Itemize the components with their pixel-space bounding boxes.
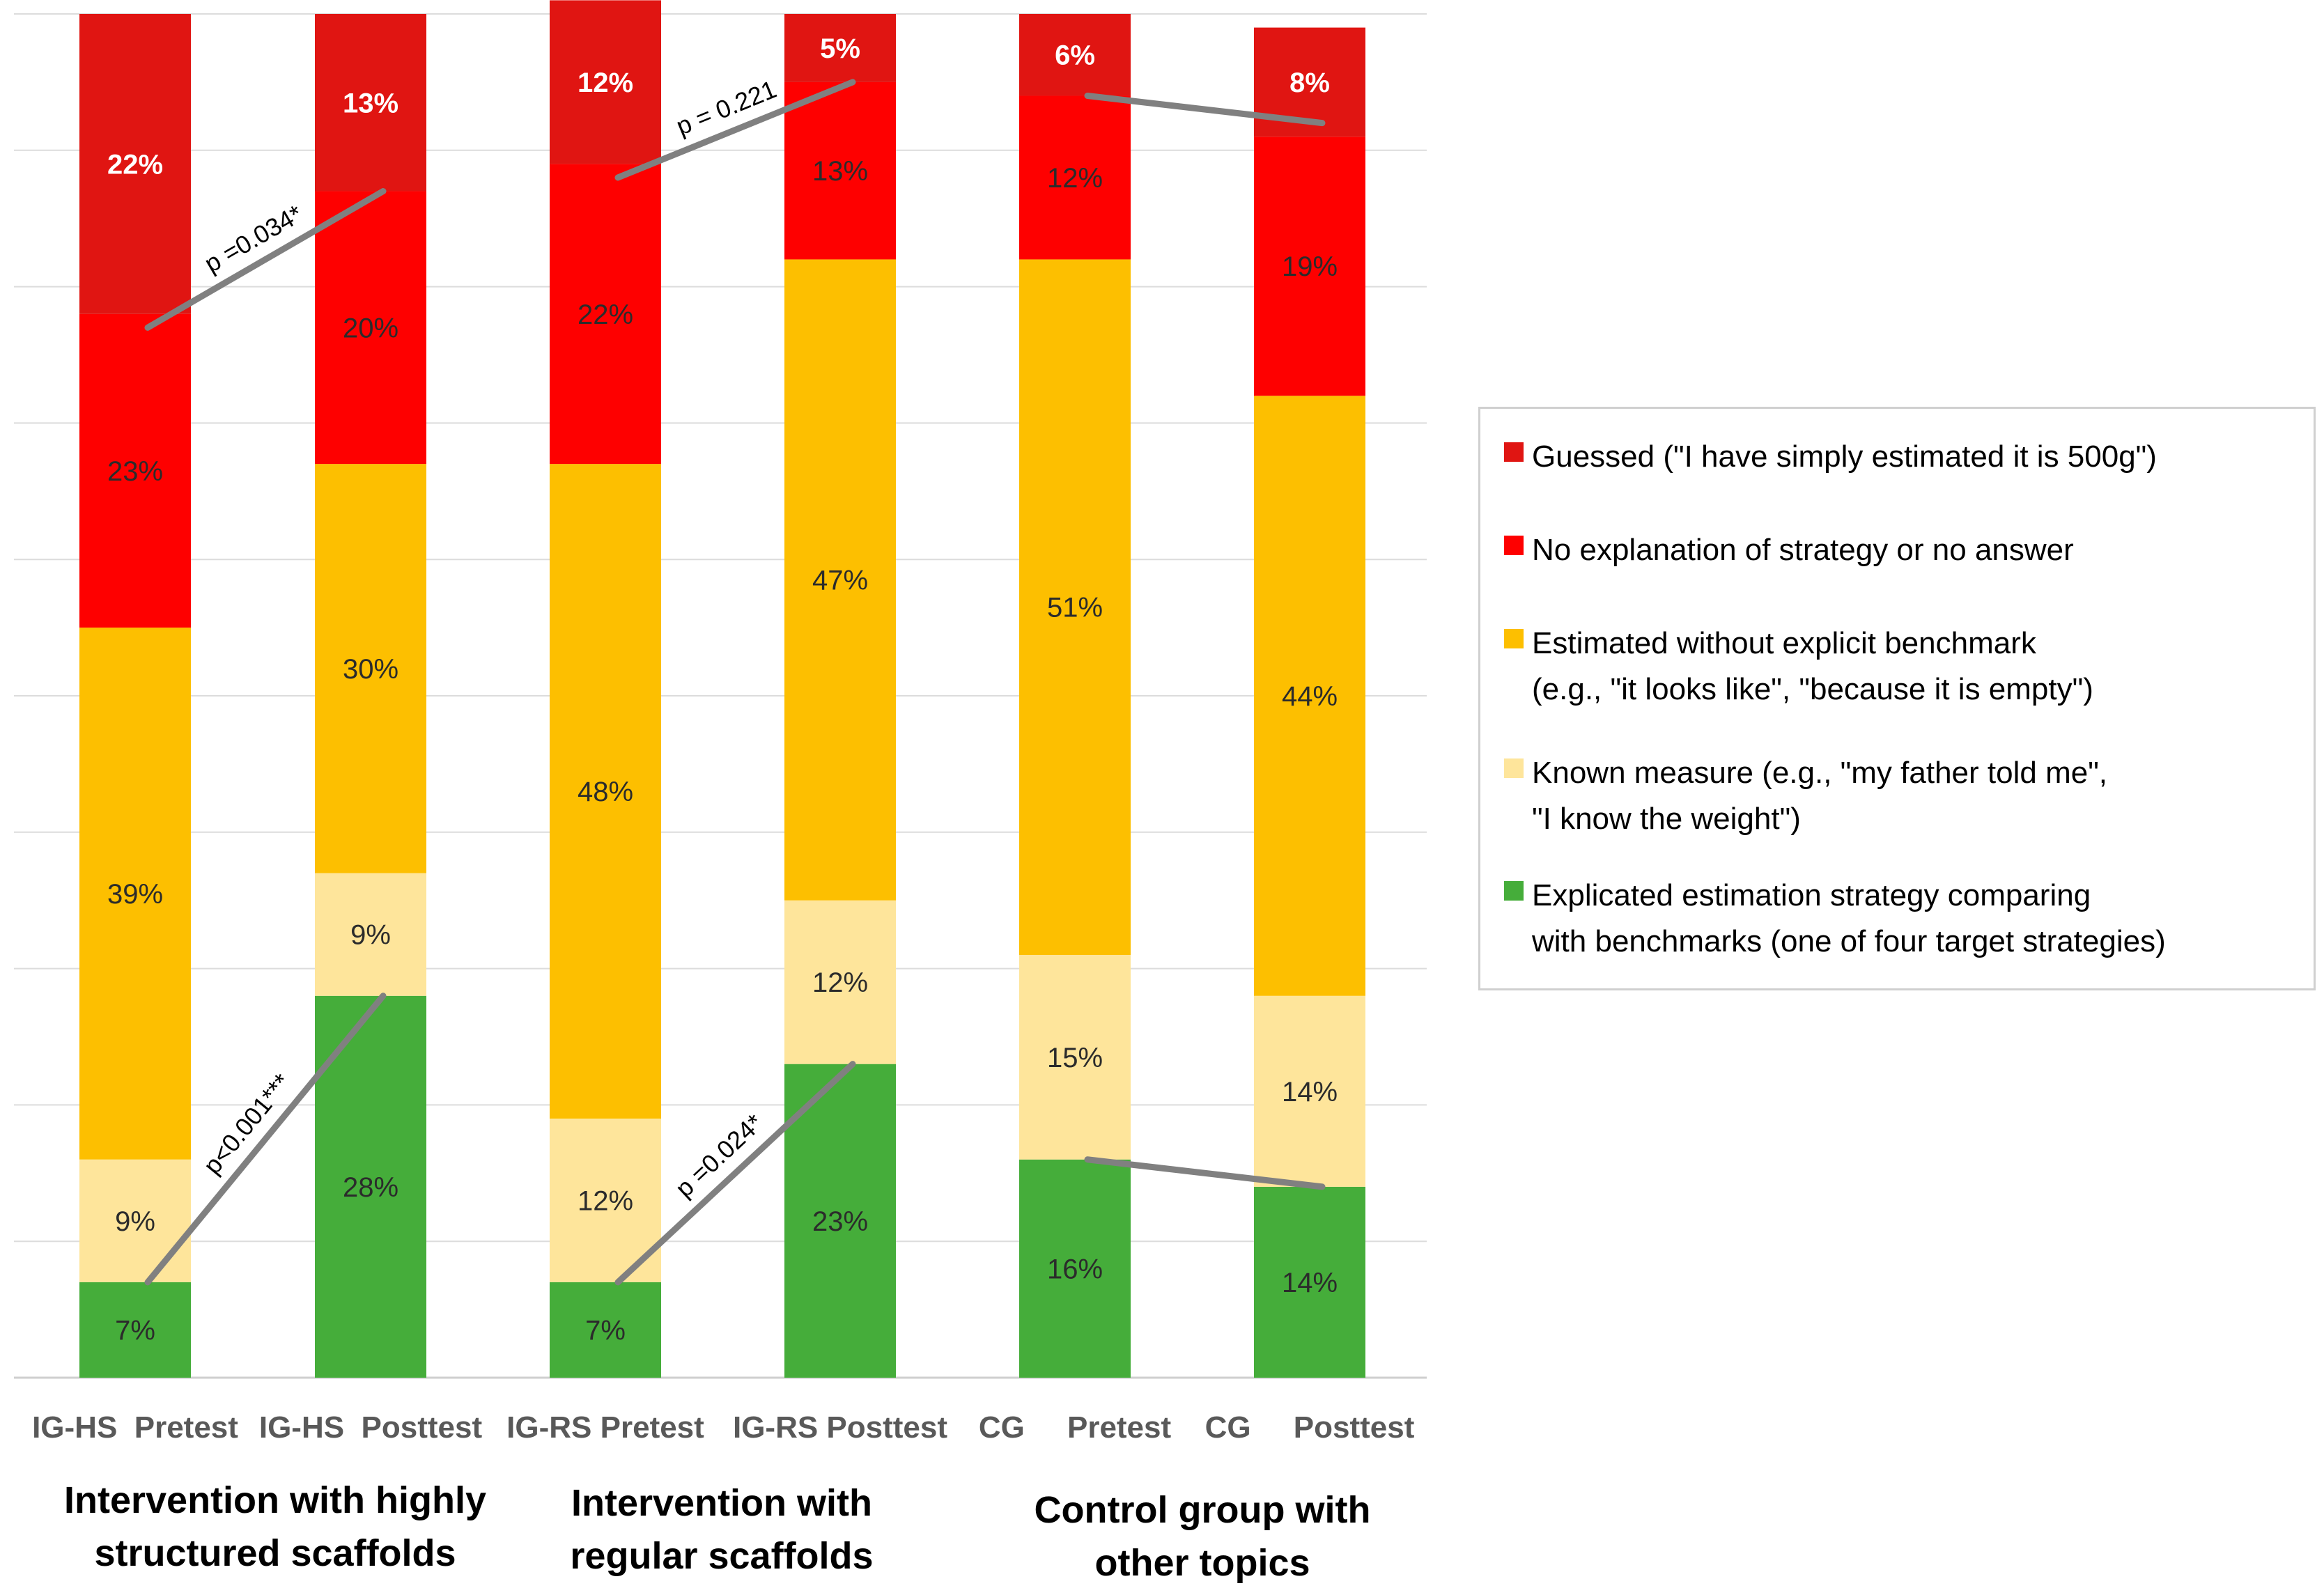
- bar-segment-guessed: [784, 14, 896, 82]
- data-label: 15%: [1047, 1043, 1103, 1073]
- group-label-line: Intervention with: [571, 1482, 872, 1524]
- legend-label-guessed: Guessed ("I have simply estimated it is …: [1532, 439, 2157, 474]
- bar-segment-estimated: [784, 259, 896, 901]
- legend-swatch-known-measure: [1504, 758, 1524, 778]
- bar-segment-known: [1019, 955, 1131, 1160]
- bar-segment-explicated: [550, 1282, 661, 1378]
- legend-swatch-estimated: [1504, 629, 1524, 648]
- data-label: 48%: [578, 777, 633, 807]
- legend-item-no-explanation: No explanation of strategy or no answer: [1504, 527, 2284, 573]
- data-label: 22%: [107, 149, 163, 180]
- bar-segment-estimated: [79, 628, 191, 1160]
- data-label: 23%: [812, 1206, 868, 1237]
- x-axis-labels: IG-HS Pretest IG-HS Posttest IG-RS Pretest…: [32, 1410, 1415, 1445]
- data-label: 23%: [107, 456, 163, 487]
- x-tick-label: CG Posttest: [1205, 1410, 1415, 1445]
- bar-segment-noexpl: [550, 164, 661, 465]
- bar-segment-noexpl: [1019, 95, 1131, 260]
- data-label: 13%: [812, 156, 868, 187]
- data-label: 12%: [578, 68, 633, 98]
- data-label: 12%: [812, 967, 868, 998]
- data-label: 44%: [1282, 681, 1338, 712]
- bar-segment-known: [315, 873, 426, 996]
- bar-segment-estimated: [1019, 259, 1131, 956]
- bar-segment-estimated: [315, 464, 426, 873]
- data-label: 8%: [1289, 68, 1330, 98]
- data-label: 39%: [107, 879, 163, 910]
- data-label: 13%: [343, 88, 398, 118]
- legend-item-explicated: Explicated estimation strategy comparing…: [1504, 873, 2284, 965]
- data-label: 16%: [1047, 1254, 1103, 1284]
- legend-item-known-measure: Known measure (e.g., "my father told me"…: [1504, 750, 2284, 842]
- data-label: 12%: [578, 1185, 633, 1216]
- bar-segment-known: [79, 1159, 191, 1282]
- legend-label-known-measure: Known measure (e.g., "my father told me"…: [1532, 756, 2108, 836]
- significance-line: [144, 188, 387, 331]
- bar-segment-guessed: [79, 14, 191, 314]
- bar-segment-explicated: [784, 1064, 896, 1378]
- significance-line: [1084, 92, 1326, 127]
- significance-line: [144, 993, 387, 1286]
- x-tick-label: IG-HS Posttest: [259, 1410, 483, 1445]
- legend-label-explicated: Explicated estimation strategy comparing…: [1532, 878, 2166, 958]
- group-label-line: Control group with: [1035, 1489, 1371, 1531]
- group-label-line: Intervention with highly: [64, 1479, 486, 1521]
- legend-swatch-explicated: [1504, 881, 1524, 901]
- significance-line: [614, 1061, 856, 1286]
- group-labels: Intervention with highly structured scaff…: [64, 1479, 1370, 1584]
- data-label: 28%: [343, 1172, 398, 1203]
- legend: Guessed ("I have simply estimated it is …: [1478, 407, 2316, 990]
- legend-swatch-no-explanation: [1504, 536, 1524, 555]
- data-label: 7%: [115, 1315, 155, 1346]
- bar-segment-guessed: [550, 0, 661, 164]
- bar-segment-noexpl: [784, 81, 896, 260]
- data-label: 22%: [578, 299, 633, 330]
- bar-segment-known: [784, 900, 896, 1064]
- bar-segment-guessed: [315, 14, 426, 192]
- x-tick-label: IG-RS Pretest: [506, 1410, 704, 1445]
- x-tick-label: IG-HS Pretest: [32, 1410, 238, 1445]
- bar-segment-estimated: [1254, 396, 1365, 996]
- data-label: 51%: [1047, 593, 1103, 623]
- legend-label-no-explanation: No explanation of strategy or no answer: [1532, 533, 2074, 567]
- data-label: 6%: [1055, 40, 1095, 71]
- data-label: 14%: [1282, 1268, 1338, 1298]
- bar-segment-noexpl: [1254, 137, 1365, 396]
- bar-segment-estimated: [550, 464, 661, 1119]
- data-label: 12%: [1047, 163, 1103, 194]
- group-label-line: other topics: [1094, 1542, 1310, 1584]
- group-label-line: structured scaffolds: [94, 1532, 456, 1574]
- x-tick-label: CG Pretest: [979, 1410, 1172, 1445]
- gridlines: [14, 13, 1427, 1379]
- significance-line: [614, 79, 856, 181]
- data-label: 30%: [343, 654, 398, 685]
- data-label: 9%: [115, 1206, 155, 1237]
- bar-segment-explicated: [79, 1282, 191, 1378]
- data-label: 20%: [343, 313, 398, 343]
- bar-segment-known: [550, 1118, 661, 1282]
- legend-item-estimated: Estimated without explicit benchmark (e.…: [1504, 621, 2284, 713]
- significance-line: [1084, 1156, 1326, 1190]
- bar-segment-guessed: [1019, 14, 1131, 96]
- bar-segment-noexpl: [79, 313, 191, 628]
- group-label-line: regular scaffolds: [570, 1535, 873, 1577]
- bar-segment-noexpl: [315, 191, 426, 465]
- data-label: 14%: [1282, 1077, 1338, 1107]
- bar-segment-explicated: [1019, 1159, 1131, 1378]
- data-label: 5%: [820, 33, 860, 64]
- data-label: 7%: [585, 1315, 626, 1346]
- bar-segment-explicated: [1254, 1186, 1365, 1378]
- data-label: 47%: [812, 566, 868, 596]
- data-label: 9%: [350, 920, 391, 951]
- data-label: 19%: [1282, 251, 1338, 282]
- legend-swatch-guessed: [1504, 442, 1524, 462]
- legend-label-estimated: Estimated without explicit benchmark (e.…: [1532, 626, 2093, 706]
- bar-segments: 7% 9% 39% 23% 22% 28% 9% 30% 20% 13% 7% 12% 48% 22% 12…: [79, 0, 1365, 1378]
- stacked-bar-chart: 7% 9% 39% 23% 22% 28% 9% 30% 20% 13% 7% 12% 48% 22% 12…: [14, 0, 1427, 1584]
- bar-segment-known: [1254, 995, 1365, 1187]
- x-tick-label: IG-RS Posttest: [733, 1410, 947, 1445]
- legend-item-guessed: Guessed ("I have simply estimated it is …: [1504, 434, 2284, 480]
